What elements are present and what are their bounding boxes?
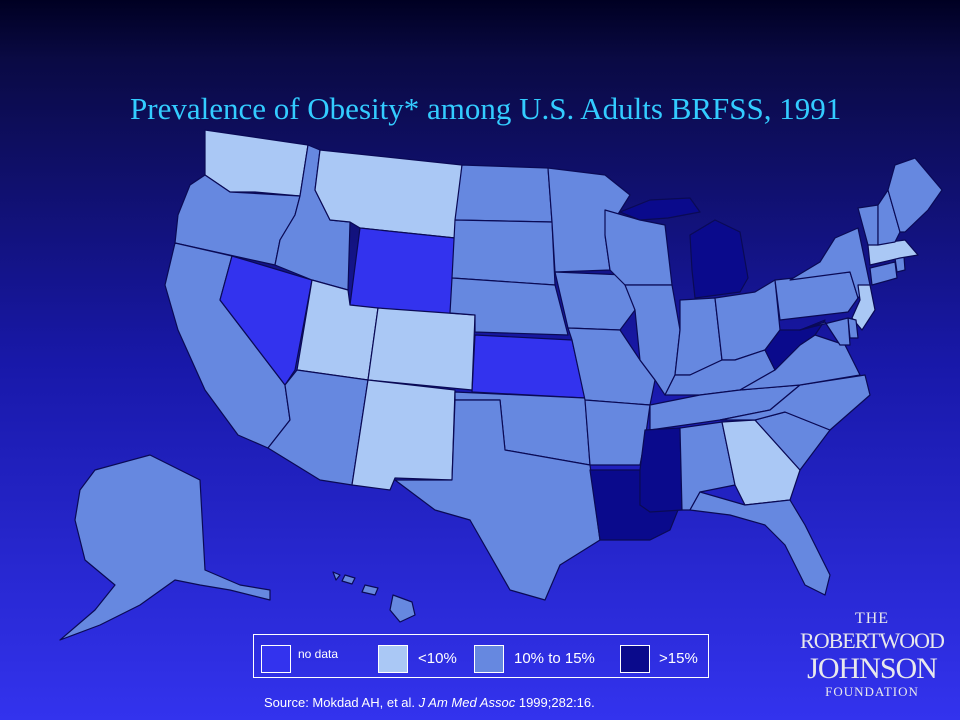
state-missouri[interactable] bbox=[567, 327, 656, 406]
legend-label-gt15: >15% bbox=[659, 650, 698, 667]
state-kansas[interactable] bbox=[471, 334, 586, 399]
source-prefix: Source: Mokdad AH, et al. bbox=[264, 695, 416, 710]
state-massachusetts[interactable] bbox=[867, 239, 919, 266]
state-mississippi[interactable] bbox=[639, 427, 683, 513]
logo-line-the: THE bbox=[854, 610, 890, 627]
logo-line-robert-wood: ROBERTWOOD bbox=[800, 628, 945, 653]
logo-line-foundation: FOUNDATION bbox=[825, 684, 919, 699]
source-journal: J Am Med Assoc bbox=[418, 695, 516, 710]
state-vermont[interactable] bbox=[857, 204, 879, 246]
rwjf-logo: THE ROBERTWOOD JOHNSON FOUNDATION bbox=[797, 610, 947, 700]
state-north-dakota[interactable] bbox=[454, 164, 553, 223]
logo-line-johnson: JOHNSON bbox=[807, 652, 938, 685]
legend-swatch-10to15 bbox=[474, 645, 504, 673]
state-wyoming[interactable] bbox=[349, 227, 456, 319]
legend-swatch-gt15 bbox=[620, 645, 650, 673]
legend-label-10to15: 10% to 15% bbox=[514, 650, 595, 667]
state-arkansas[interactable] bbox=[584, 399, 651, 466]
state-new-mexico[interactable] bbox=[351, 379, 456, 491]
legend-label-lt10: <10% bbox=[418, 650, 457, 667]
legend-swatch-lt10 bbox=[378, 645, 408, 673]
state-pennsylvania[interactable] bbox=[774, 271, 859, 321]
state-west-virginia[interactable] bbox=[764, 319, 826, 371]
legend-label-no-data: no data bbox=[298, 647, 339, 661]
source-suffix: 1999;282:16. bbox=[518, 695, 595, 710]
state-new-hampshire[interactable] bbox=[877, 189, 901, 246]
state-maine[interactable] bbox=[887, 157, 943, 233]
state-colorado[interactable] bbox=[367, 307, 476, 391]
state-michigan[interactable] bbox=[619, 197, 749, 299]
state-wisconsin[interactable] bbox=[604, 209, 673, 286]
state-nebraska[interactable] bbox=[449, 277, 569, 336]
legend: no data <10% 10% to 15% >15% bbox=[253, 634, 709, 678]
state-hawaii[interactable] bbox=[332, 571, 416, 623]
state-iowa[interactable] bbox=[554, 271, 636, 331]
state-connecticut[interactable] bbox=[869, 261, 898, 286]
state-maryland[interactable] bbox=[799, 317, 851, 346]
state-new-jersey[interactable] bbox=[851, 284, 876, 331]
state-florida[interactable] bbox=[689, 491, 831, 596]
legend-swatch-no-data bbox=[261, 645, 291, 673]
state-new-york[interactable] bbox=[789, 227, 871, 299]
state-alaska[interactable] bbox=[59, 454, 271, 641]
state-nevada[interactable] bbox=[219, 255, 313, 386]
source-citation: Source: Mokdad AH, et al. J Am Med Assoc… bbox=[264, 695, 595, 710]
state-south-dakota[interactable] bbox=[451, 219, 556, 286]
map-title: Prevalence of Obesity* among U.S. Adults… bbox=[130, 91, 842, 126]
